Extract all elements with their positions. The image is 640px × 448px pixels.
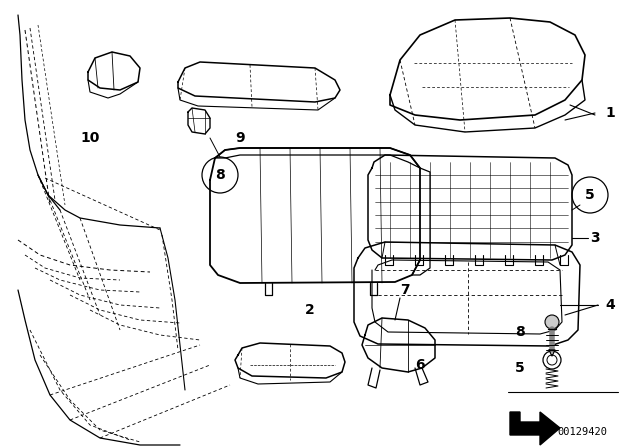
Text: 10: 10	[80, 131, 100, 145]
Circle shape	[545, 315, 559, 329]
Text: 4: 4	[605, 298, 615, 312]
Text: 2: 2	[305, 303, 315, 317]
Text: 7: 7	[400, 283, 410, 297]
Text: 5: 5	[585, 188, 595, 202]
Text: 8: 8	[515, 325, 525, 339]
Text: 3: 3	[590, 231, 600, 245]
Text: 6: 6	[415, 358, 425, 372]
Text: 00129420: 00129420	[557, 427, 607, 437]
Text: 8: 8	[215, 168, 225, 182]
Text: 9: 9	[235, 131, 245, 145]
Text: 1: 1	[605, 106, 615, 120]
Text: 5: 5	[515, 361, 525, 375]
Polygon shape	[510, 412, 560, 445]
